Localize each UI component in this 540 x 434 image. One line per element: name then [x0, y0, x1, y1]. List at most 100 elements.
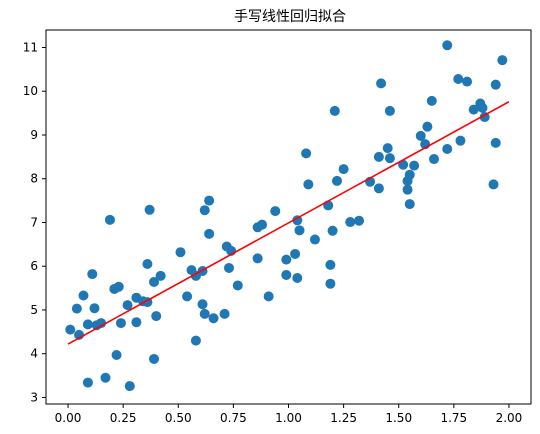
data-point: [252, 253, 263, 264]
data-point: [115, 318, 126, 329]
data-point: [325, 278, 336, 289]
data-point: [384, 105, 395, 116]
y-tick-label: 7: [30, 215, 38, 229]
data-point: [442, 143, 453, 154]
data-point: [422, 121, 433, 132]
x-tick-label: 0.00: [55, 411, 82, 425]
data-point: [82, 319, 93, 330]
data-point: [149, 276, 160, 287]
data-point: [490, 79, 501, 90]
data-point: [281, 254, 292, 265]
data-point: [71, 303, 82, 314]
data-point: [122, 300, 133, 311]
data-point: [345, 217, 356, 228]
x-tick-label: 1.25: [330, 411, 357, 425]
data-point: [409, 160, 420, 171]
chart-title: 手写线性回归拟合: [234, 8, 346, 25]
data-point: [292, 215, 303, 226]
data-point: [182, 291, 193, 302]
data-point: [490, 137, 501, 148]
data-point: [144, 204, 155, 215]
regression-line: [67, 101, 510, 345]
x-tick-label: 1.75: [440, 411, 467, 425]
data-point: [149, 353, 160, 364]
data-point: [354, 215, 365, 226]
data-point: [263, 291, 274, 302]
x-tick-label: 0.50: [165, 411, 192, 425]
data-point: [455, 135, 466, 146]
data-point: [294, 225, 305, 236]
data-point: [497, 55, 508, 66]
plot-frame: [45, 29, 532, 405]
data-point: [325, 259, 336, 270]
data-point: [82, 377, 93, 388]
data-point: [65, 324, 76, 335]
data-point: [398, 159, 409, 170]
data-point: [415, 130, 426, 141]
data-point: [223, 262, 234, 273]
data-point: [208, 313, 219, 324]
data-point: [404, 169, 415, 180]
data-point: [199, 308, 210, 319]
data-point: [104, 214, 115, 225]
data-point: [329, 105, 340, 116]
y-axis: 3 4 5 6 7 8 9 10 11: [23, 40, 46, 404]
data-point: [199, 205, 210, 216]
data-point: [453, 73, 464, 84]
data-point: [404, 199, 415, 210]
data-point: [131, 317, 142, 328]
x-tick-label: 2.00: [496, 411, 523, 425]
data-point: [477, 102, 488, 113]
data-point: [113, 281, 124, 292]
y-tick-label: 4: [30, 347, 38, 361]
x-tick-label: 1.00: [275, 411, 302, 425]
data-point: [96, 318, 107, 329]
x-tick-label: 0.25: [110, 411, 137, 425]
data-point: [292, 273, 303, 284]
data-point: [175, 247, 186, 258]
data-point: [327, 225, 338, 236]
data-point: [468, 104, 479, 115]
data-point: [303, 179, 314, 190]
data-point: [151, 311, 162, 322]
x-axis: 0.00 0.25 0.50 0.75 1.00 1.25 1.50 1.75 2.00: [55, 404, 523, 425]
data-point: [384, 153, 395, 164]
data-point: [373, 183, 384, 194]
data-point: [332, 175, 342, 186]
data-point: [270, 206, 281, 217]
data-point: [204, 195, 215, 206]
data-point: [204, 228, 215, 239]
data-point: [426, 95, 437, 106]
data-point: [87, 269, 98, 280]
data-point: [402, 184, 413, 195]
y-tick-label: 6: [30, 259, 38, 273]
data-point: [429, 154, 439, 165]
data-point: [232, 280, 243, 291]
data-point: [124, 381, 135, 392]
data-point: [197, 299, 208, 310]
data-point: [281, 269, 292, 280]
data-point: [190, 335, 201, 346]
data-point: [155, 270, 166, 281]
plot-area: [65, 40, 510, 392]
data-point: [142, 259, 153, 270]
data-point: [290, 248, 301, 259]
data-point: [219, 308, 230, 319]
x-tick-label: 0.75: [220, 411, 247, 425]
x-tick-label: 1.50: [385, 411, 412, 425]
y-tick-label: 5: [30, 303, 38, 317]
data-point: [376, 78, 387, 89]
data-point: [257, 219, 268, 230]
y-tick-label: 8: [30, 172, 38, 186]
data-point: [89, 303, 100, 314]
data-point: [100, 372, 111, 383]
data-point: [301, 148, 312, 159]
y-tick-label: 9: [30, 128, 38, 142]
y-tick-label: 10: [23, 84, 38, 98]
data-point: [309, 234, 320, 245]
data-point: [338, 164, 349, 175]
data-point: [111, 350, 122, 361]
data-point: [442, 40, 453, 51]
y-tick-label: 3: [30, 390, 38, 404]
